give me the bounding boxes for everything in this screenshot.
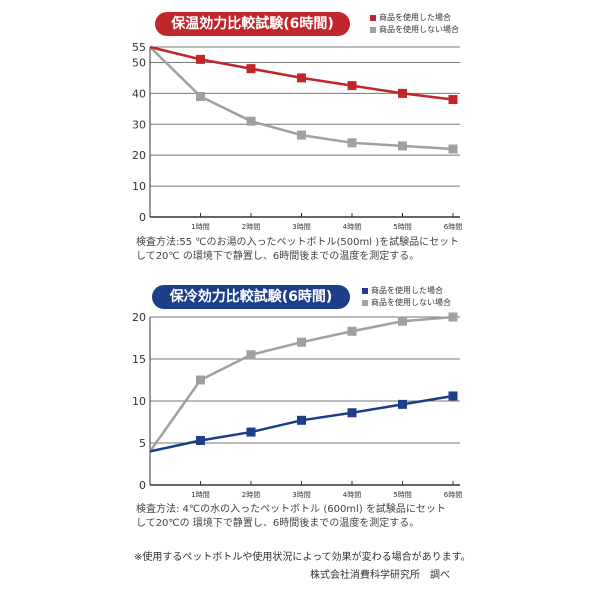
chart1-legend: 商品を使用した場合 商品を使用しない場合 xyxy=(370,12,459,36)
data-point xyxy=(196,91,205,101)
data-point xyxy=(347,326,357,336)
legend-marker xyxy=(370,26,376,33)
data-point xyxy=(347,81,357,91)
data-point xyxy=(196,54,205,64)
data-point xyxy=(448,391,458,401)
y-tick-label: 10 xyxy=(132,180,146,193)
chart1-note: 検査方法:55 ℃のお湯の入ったペットボトル(500ml )を試験品にセット し… xyxy=(136,236,476,264)
y-tick-label: 30 xyxy=(132,118,146,131)
x-tick-label: 5時間 xyxy=(393,491,411,499)
x-tick-label: 4時間 xyxy=(343,223,361,231)
legend-item: 商品を使用した場合 xyxy=(362,285,451,297)
y-tick-label: 15 xyxy=(132,353,146,366)
data-point xyxy=(246,64,256,74)
data-point xyxy=(448,95,458,105)
x-tick-label: 1時間 xyxy=(191,223,209,231)
x-tick-label: 5時間 xyxy=(393,223,411,231)
data-point xyxy=(297,73,306,83)
chart2-note: 検査方法: 4℃の水の入ったペットボトル (600ml) を試験品にセット して… xyxy=(136,503,476,531)
legend-marker xyxy=(362,299,368,306)
data-point xyxy=(246,350,256,360)
legend-label: 商品を使用しない場合 xyxy=(379,25,459,34)
y-tick-label: 20 xyxy=(132,311,146,324)
chart2-legend: 商品を使用した場合 商品を使用しない場合 xyxy=(362,285,451,309)
y-tick-label: 5 xyxy=(139,437,146,450)
legend-marker xyxy=(362,287,368,294)
legend-label: 商品を使用した場合 xyxy=(379,13,451,22)
chart1-title: 保温効力比較試験(6時間) xyxy=(155,12,350,36)
legend-item: 商品を使用しない場合 xyxy=(362,297,451,309)
y-tick-label: 0 xyxy=(139,211,146,224)
x-tick-label: 3時間 xyxy=(292,491,310,499)
chart2-title: 保冷効力比較試験(6時間) xyxy=(152,285,350,309)
data-point xyxy=(398,399,407,409)
legend-item: 商品を使用しない場合 xyxy=(370,24,459,36)
y-tick-label: 20 xyxy=(132,149,146,162)
note-line: して20℃の 環境下で静置し、6時間後までの温度を測定する。 xyxy=(136,518,420,529)
x-tick-label: 2時間 xyxy=(242,223,260,231)
note-line: 検査方法:55 ℃のお湯の入ったペットボトル(500ml )を試験品にセット xyxy=(136,237,460,248)
data-point xyxy=(246,116,256,126)
y-tick-label: 55 xyxy=(132,41,146,54)
data-point xyxy=(297,337,306,347)
data-point xyxy=(448,312,458,322)
data-point xyxy=(448,144,458,154)
legend-item: 商品を使用した場合 xyxy=(370,12,459,24)
data-point xyxy=(398,316,407,326)
data-point xyxy=(347,138,357,148)
data-point xyxy=(297,130,306,140)
x-tick-label: 4時間 xyxy=(343,491,361,499)
x-tick-label: 1時間 xyxy=(191,491,209,499)
y-tick-label: 40 xyxy=(132,87,146,100)
note-line: して20℃ の環境下で静置し、6時間後までの温度を測定する。 xyxy=(136,251,420,262)
x-tick-label: 3時間 xyxy=(292,223,310,231)
data-point xyxy=(347,408,357,418)
legend-label: 商品を使用した場合 xyxy=(371,286,443,295)
note-line: 検査方法: 4℃の水の入ったペットボトル (600ml) を試験品にセット xyxy=(136,504,446,515)
data-point xyxy=(246,427,256,437)
y-tick-label: 10 xyxy=(132,395,146,408)
footer-source: 株式会社消費科学研究所 調べ xyxy=(310,570,450,581)
legend-marker xyxy=(370,14,376,21)
x-tick-label: 6時間 xyxy=(444,491,462,499)
data-point xyxy=(398,88,407,98)
y-tick-label: 50 xyxy=(132,56,146,69)
legend-label: 商品を使用しない場合 xyxy=(371,298,451,307)
data-point xyxy=(196,375,205,385)
x-tick-label: 2時間 xyxy=(242,491,260,499)
data-point xyxy=(297,415,306,425)
x-tick-label: 6時間 xyxy=(444,223,462,231)
data-point xyxy=(398,141,407,151)
series-line xyxy=(148,315,454,453)
footer-disclaimer: ※使用するペットボトルや使用状況によって効果が変わる場合があります。 xyxy=(134,552,471,563)
data-point xyxy=(196,435,205,445)
y-tick-label: 0 xyxy=(139,479,146,492)
